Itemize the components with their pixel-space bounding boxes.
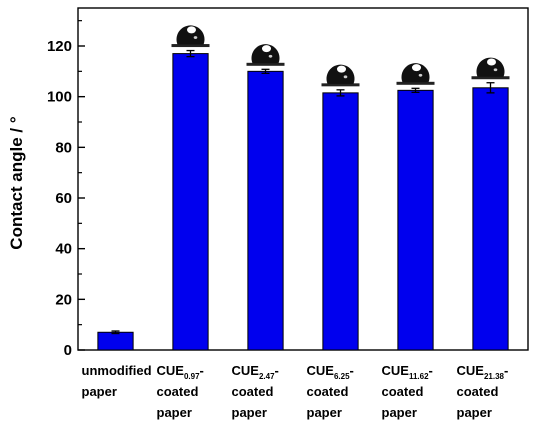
y-tick-label: 120	[47, 38, 72, 55]
x-category-label: unmodified	[82, 363, 152, 378]
y-axis: Contact angle / °	[7, 116, 26, 250]
y-tick-label: 100	[47, 89, 72, 106]
y-tick-label: 60	[55, 190, 72, 207]
droplet-substrate	[246, 62, 285, 66]
x-category-label-line3: paper	[382, 405, 417, 420]
droplet-icon	[251, 44, 280, 64]
droplet-highlight	[487, 58, 496, 66]
y-axis-label: Contact angle / °	[7, 116, 26, 250]
x-category-label-line2: coated	[457, 384, 499, 399]
x-category-label: CUE6.25-	[307, 363, 354, 381]
droplet-highlight	[337, 65, 346, 73]
x-category-label-line3: paper	[232, 405, 267, 420]
droplet-highlight	[187, 26, 196, 34]
y-tick-label: 40	[55, 241, 72, 258]
plot-frame	[77, 7, 529, 351]
y-tick-label: 0	[64, 342, 72, 359]
x-category-label-line2: coated	[382, 384, 424, 399]
bar	[247, 70, 284, 351]
bar	[322, 92, 359, 351]
x-category-label-line3: paper	[307, 405, 342, 420]
x-category-label: CUE11.62-	[382, 363, 433, 381]
x-category-label-line2: coated	[307, 384, 349, 399]
droplet-substrate	[396, 81, 435, 85]
x-category-label: CUE2.47-	[232, 363, 279, 381]
y-tick-label: 20	[55, 291, 72, 308]
bar	[472, 87, 509, 351]
droplet-icon	[401, 63, 430, 83]
droplet-icon	[326, 64, 355, 84]
bar	[397, 89, 434, 351]
droplet-highlight	[193, 36, 198, 39]
droplet-highlight	[268, 54, 273, 58]
y-tick-label: 80	[55, 139, 72, 156]
droplet-highlight	[418, 73, 423, 77]
droplet-highlight	[493, 68, 498, 72]
x-category-label-line3: paper	[457, 405, 492, 420]
x-category-label-line2: coated	[157, 384, 199, 399]
droplet-highlight	[412, 64, 421, 72]
droplet-substrate	[171, 44, 210, 48]
droplet-highlight	[343, 75, 348, 79]
plot-area: 0 20 40 60 80 100 120 unmodified paper CUE0.97- co…	[47, 7, 529, 420]
x-category-label: CUE0.97-	[157, 363, 204, 381]
droplet-substrate	[471, 76, 510, 80]
droplet-substrate	[321, 83, 360, 87]
droplet-icon	[176, 25, 205, 45]
droplet-icon	[476, 57, 505, 77]
bar	[97, 331, 134, 351]
x-category-label: CUE21.38-	[457, 363, 509, 381]
x-category-label-line2: paper	[82, 384, 117, 399]
droplet-highlight	[262, 45, 271, 53]
x-category-label-line2: coated	[232, 384, 274, 399]
bar	[172, 53, 209, 351]
x-category-label-line3: paper	[157, 405, 192, 420]
